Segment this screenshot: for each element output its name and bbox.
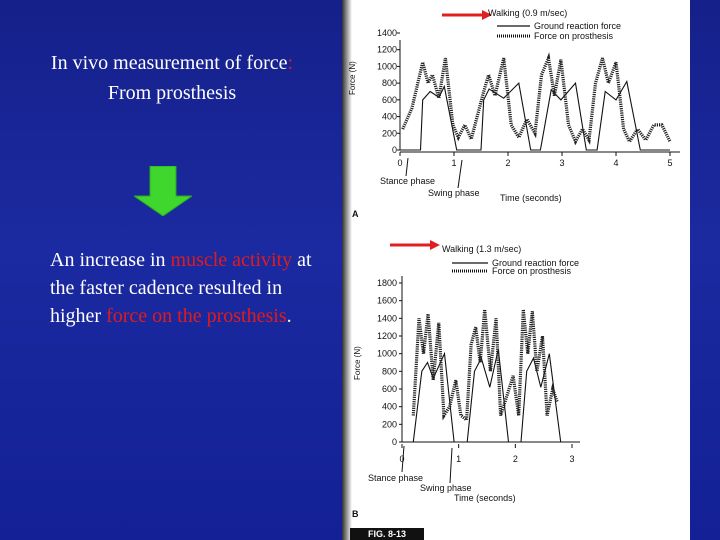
- x-tick-label: 0: [397, 158, 402, 168]
- down-arrow-icon: [134, 166, 192, 216]
- title-line-2: From prosthesis: [12, 78, 332, 108]
- title-colon: :: [288, 52, 294, 74]
- panel-a-swing-label: Swing phase: [428, 188, 480, 198]
- panel-a-chart: Walking (0.9 m/sec) Ground reaction forc…: [348, 8, 680, 219]
- title-text: In vivo measurement of force: [51, 52, 288, 74]
- y-tick-label: 1200: [377, 331, 397, 341]
- y-tick-label: 0: [392, 437, 397, 447]
- x-tick-label: 3: [559, 158, 564, 168]
- y-tick-label: 1400: [377, 313, 397, 323]
- panel-a-legend-prosthesis: Force on prosthesis: [534, 31, 614, 41]
- panel-b-swing-pointer: [450, 448, 452, 483]
- figure-charts: Walking (0.9 m/sec) Ground reaction forc…: [342, 0, 690, 540]
- x-tick-label: 1: [451, 158, 456, 168]
- body-text: An increase in muscle activity at the fa…: [50, 246, 330, 330]
- body-text-part-3: .: [287, 305, 292, 327]
- panel-b-xlabel: Time (seconds): [454, 493, 516, 503]
- y-tick-label: 200: [382, 419, 397, 429]
- y-tick-label: 200: [382, 128, 397, 138]
- panel-b-chart: Walking (1.3 m/sec) Ground reaction forc…: [352, 240, 580, 519]
- x-tick-label: 1: [456, 454, 461, 464]
- panel-a-title: Walking (0.9 m/sec): [488, 8, 567, 18]
- panel-a-stance-pointer: [406, 158, 408, 176]
- panel-b-legend-prosthesis: Force on prosthesis: [492, 266, 572, 276]
- panel-b-swing-label: Swing phase: [420, 483, 472, 493]
- slide-title: In vivo measurement of force: From prost…: [12, 48, 332, 108]
- y-tick-label: 600: [382, 95, 397, 105]
- y-tick-label: 400: [382, 112, 397, 122]
- panel-b-ylabel: Force (N): [353, 346, 362, 380]
- panel-a-letter: A: [352, 209, 359, 219]
- y-tick-label: 1000: [377, 61, 397, 71]
- x-tick-label: 4: [613, 158, 618, 168]
- y-tick-label: 1400: [377, 28, 397, 38]
- figure-label: FIG. 8-13: [350, 528, 424, 540]
- y-tick-label: 400: [382, 402, 397, 412]
- red-arrow-icon: [430, 240, 440, 250]
- x-tick-label: 3: [569, 454, 574, 464]
- panel-a-swing-pointer: [458, 160, 462, 188]
- y-tick-label: 800: [382, 366, 397, 376]
- body-highlight-force: force on the prosthesis: [106, 305, 287, 327]
- x-tick-label: 2: [513, 454, 518, 464]
- y-tick-label: 1600: [377, 296, 397, 306]
- panel-a-stance-label: Stance phase: [380, 176, 435, 186]
- panel-b-letter: B: [352, 509, 359, 519]
- y-tick-label: 800: [382, 78, 397, 88]
- y-tick-label: 1800: [377, 278, 397, 288]
- y-tick-label: 600: [382, 384, 397, 394]
- x-tick-label: 2: [505, 158, 510, 168]
- y-tick-label: 0: [392, 145, 397, 155]
- panel-b-stance-label: Stance phase: [368, 473, 423, 483]
- panel-a-legend-ground: Ground reaction force: [534, 21, 621, 31]
- panel-b-title: Walking (1.3 m/sec): [442, 244, 521, 254]
- panel-a-xlabel: Time (seconds): [500, 193, 562, 203]
- y-tick-label: 1000: [377, 349, 397, 359]
- x-tick-label: 5: [667, 158, 672, 168]
- figure-panel: Walking (0.9 m/sec) Ground reaction forc…: [342, 0, 690, 540]
- body-text-part-1: An increase in: [50, 249, 171, 271]
- y-tick-label: 1200: [377, 45, 397, 55]
- panel-a-ylabel: Force (N): [348, 61, 357, 95]
- body-highlight-muscle-activity: muscle activity: [171, 249, 293, 271]
